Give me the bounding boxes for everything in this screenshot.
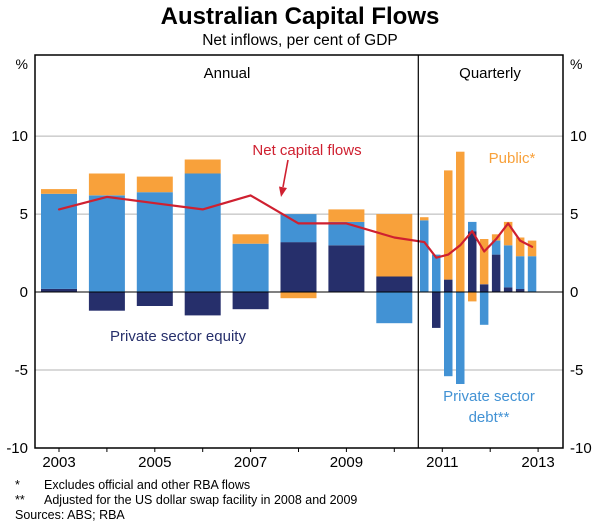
chart-subtitle: Net inflows, per cent of GDP [202,32,398,49]
sources-line: Sources: ABS; RBA [15,508,125,522]
chart-title: Australian Capital Flows [160,3,440,30]
bar-segment-equity [515,288,525,292]
bar-segment-debt [468,221,477,232]
y-tick-label-right: 10 [570,128,587,145]
net-flows-arrow-line [282,159,289,188]
footnote-1-text: Excludes official and other RBA flows [44,478,251,492]
axis-labels-layer: 10 10 5 5 0 0 -5 -5 -10 -10 2003 2005 2007 2009 2011 20… [6,128,591,471]
private-debt-series-label-line1: Private sector [443,388,535,405]
x-tick-label: 2009 [330,454,363,471]
bar-segment-public [328,209,365,222]
bar-segment-debt [136,192,173,292]
bar-segment-public [479,239,489,285]
bar-segment-debt [232,243,269,292]
bar-segment-debt [527,256,537,293]
x-tick-label: 2007 [234,454,267,471]
bar-segment-public [232,234,269,244]
private-debt-series-label-line2: debt** [469,409,510,426]
bar-segment-public [444,170,453,280]
y-tick-label-left: 0 [20,284,28,301]
bar-segment-equity [376,276,413,293]
bar-segment-equity [88,292,125,311]
bar-segment-debt [280,214,317,243]
private-equity-series-label: Private sector equity [110,328,246,345]
footnotes: * Excludes official and other RBA flows … [0,478,600,523]
bar-segment-public [280,292,317,299]
net-capital-flows-line [57,194,534,259]
bar-segment-debt [432,254,441,292]
footnote-2: ** Adjusted for the US dollar swap facil… [15,493,600,508]
net-line-layer [57,194,534,259]
chart-canvas: 10 10 5 5 0 0 -5 -5 -10 -10 2003 2005 2007 2009 2011 20… [6,54,592,471]
net-capital-flows-label: Net capital flows [252,142,361,159]
panel-label-annual: Annual [204,65,251,82]
bar-segment-debt [444,292,453,377]
public-series-label: Public* [489,150,536,167]
bar-segment-equity [432,292,441,328]
bar-segment-public [41,189,77,194]
bar-segment-debt [41,193,77,289]
bar-segment-equity [280,242,317,292]
bar-segment-debt [88,195,125,293]
bar-segment-debt [184,173,221,292]
bar-segment-debt [376,292,413,324]
y-unit-right: % [570,56,582,72]
bar-segment-equity [41,288,77,292]
y-tick-label-left: -10 [6,440,28,457]
bar-segment-debt [456,292,465,384]
bar-segment-public [515,237,525,257]
bar-segment-equity [136,292,173,306]
bar-segment-debt [328,221,365,246]
bar-segment-equity [232,292,269,310]
footnote-1: * Excludes official and other RBA flows [15,478,600,493]
x-tick-label: 2013 [521,454,554,471]
bar-segment-equity [328,245,365,293]
net-flows-arrowhead-icon [279,186,287,197]
x-tick-label: 2005 [138,454,171,471]
x-tick-label: 2011 [426,454,458,471]
y-tick-label-right: 0 [570,284,578,301]
bar-segment-debt [479,292,489,325]
footnote-2-marker: ** [15,493,25,507]
axes-frame-layer [34,54,564,452]
bar-segment-debt [420,220,429,292]
y-tick-label-right: 5 [570,206,578,223]
bar-segment-public [136,176,173,193]
bar-segment-equity [503,287,513,293]
bar-segment-equity [468,231,477,292]
bar-segment-debt [491,240,501,255]
bars-layer [41,151,537,384]
footnote-1-marker: * [15,478,20,492]
y-unit-left: % [16,56,28,72]
bar-segment-public [88,173,125,196]
y-tick-label-left: -5 [15,362,28,379]
bar-segment-public [456,151,465,293]
bar-segment-equity [184,292,221,316]
footnote-2-text: Adjusted for the US dollar swap facility… [44,493,358,507]
bar-segment-public [468,292,477,302]
bar-segment-public [527,240,537,257]
y-tick-label-left: 5 [20,206,28,223]
bar-segment-equity [444,279,453,293]
panel-label-quarterly: Quarterly [459,65,521,82]
y-tick-label-right: -10 [570,440,592,457]
bar-segment-public [503,221,513,246]
y-tick-label-left: 10 [11,128,28,145]
bar-segment-public [184,159,221,174]
bar-segment-equity [491,254,501,292]
x-tick-label: 2003 [42,454,75,471]
bar-segment-debt [503,245,513,288]
bar-segment-debt [515,256,525,289]
y-tick-label-right: -5 [570,362,583,379]
bar-segment-public [420,217,429,221]
bar-segment-equity [479,284,489,293]
bar-segment-public [376,214,413,277]
